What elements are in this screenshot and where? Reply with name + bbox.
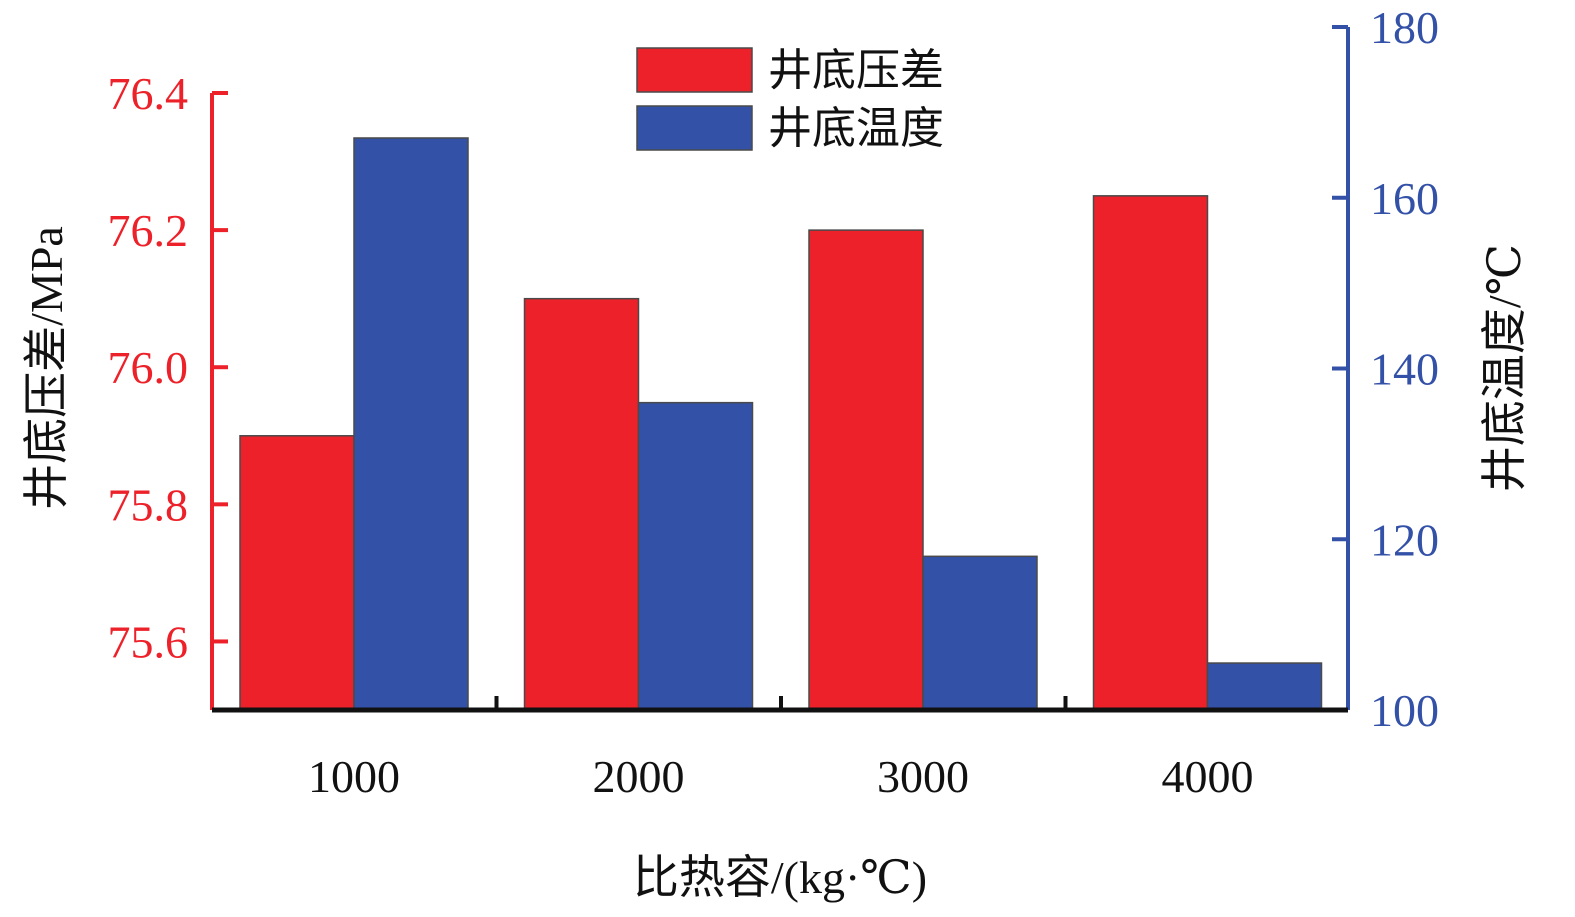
x-tick-label: 1000 bbox=[308, 751, 400, 802]
bar-pressure-1000 bbox=[239, 435, 355, 711]
axes-group: 75.6 75.8 76.0 76.2 76.4 100 120 140 160 180 1000 2… bbox=[108, 2, 1440, 802]
y-right-tick-label: 100 bbox=[1370, 685, 1439, 736]
legend-label: 井底温度 bbox=[768, 104, 944, 153]
legend-swatch bbox=[636, 105, 753, 151]
y-axis-left-title: 井底压差/MPa bbox=[21, 226, 72, 510]
bars-group bbox=[239, 137, 1323, 711]
y-axis-right-title: 井底温度/℃ bbox=[1479, 244, 1530, 492]
x-tick-label: 4000 bbox=[1162, 751, 1254, 802]
y-right-tick-label: 120 bbox=[1370, 514, 1439, 565]
bar-temperature-2000 bbox=[637, 401, 754, 711]
bar-temperature-4000 bbox=[1206, 662, 1323, 711]
y-left-tick-label: 75.6 bbox=[108, 616, 189, 667]
x-tick-label: 2000 bbox=[593, 751, 685, 802]
x-axis-title: 比热容/(kg·℃) bbox=[633, 852, 927, 903]
y-right-tick-label: 160 bbox=[1370, 173, 1439, 224]
y-left-tick-label: 75.8 bbox=[108, 479, 189, 530]
y-left-tick-label: 76.4 bbox=[108, 68, 189, 119]
y-right-tick-label: 140 bbox=[1370, 344, 1439, 395]
bar-temperature-3000 bbox=[922, 555, 1038, 711]
y-left-tick-label: 76.2 bbox=[108, 205, 189, 256]
legend-label: 井底压差 bbox=[768, 46, 944, 95]
y-left-tick-label: 76.0 bbox=[108, 342, 189, 393]
bar-pressure-4000 bbox=[1092, 195, 1209, 711]
bar-pressure-2000 bbox=[523, 297, 640, 711]
legend-swatch bbox=[636, 47, 753, 93]
x-tick-label: 3000 bbox=[877, 751, 969, 802]
y-right-tick-label: 180 bbox=[1370, 2, 1439, 53]
bar-temperature-1000 bbox=[353, 137, 469, 711]
bar-pressure-3000 bbox=[808, 229, 924, 711]
